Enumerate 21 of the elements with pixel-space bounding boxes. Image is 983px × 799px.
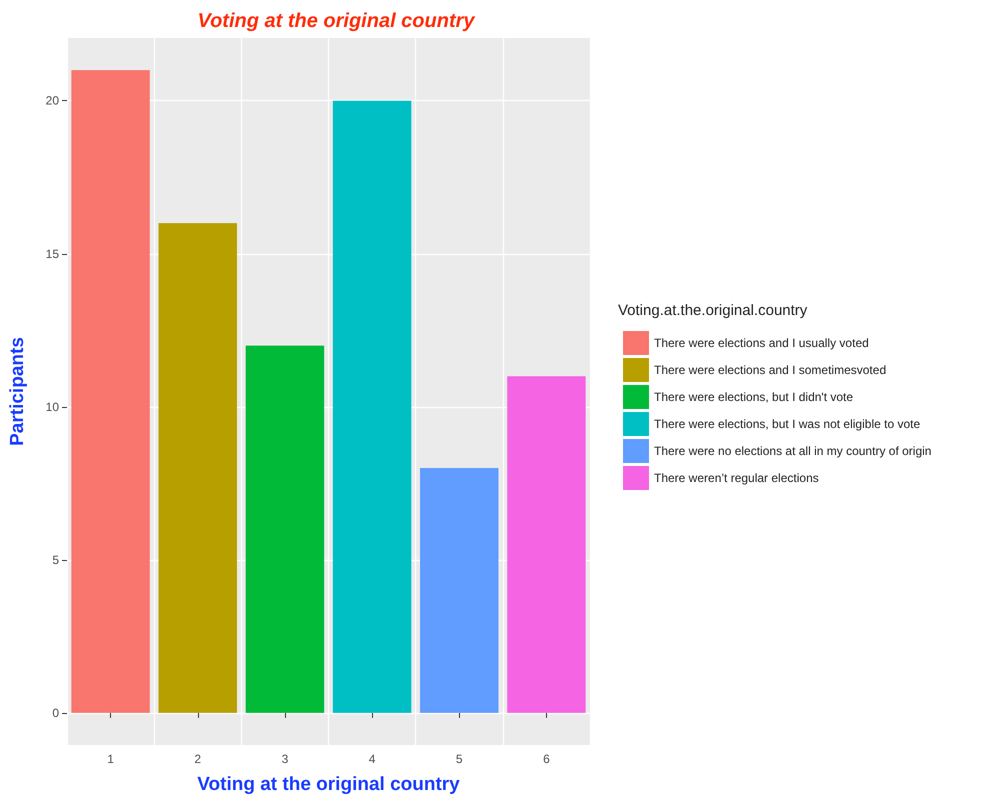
x-tick-label: 5	[456, 752, 463, 766]
legend-label: There were elections, but I didn't vote	[654, 390, 854, 404]
y-tick-label: 15	[46, 246, 60, 261]
legend-title: Voting.at.the.original.country	[618, 302, 808, 319]
legend-label: There weren’t regular elections	[654, 471, 819, 485]
y-tick-label: 20	[46, 94, 60, 108]
x-axis-title: Voting at the original country	[197, 774, 460, 795]
x-tick-label: 4	[368, 752, 376, 766]
legend-label: There were no elections at all in my country of origin	[654, 444, 932, 458]
legend-label: There were elections and I usually voted	[654, 336, 869, 350]
x-tick-label: 1	[107, 752, 114, 766]
x-tick-label: 6	[543, 752, 550, 766]
y-tick-label: 0	[52, 706, 60, 720]
legend-label: There were elections, but I was not eligible to vote	[654, 417, 920, 431]
x-tick-label: 3	[282, 752, 289, 766]
chart-title: Voting at the original country	[197, 10, 476, 32]
y-axis-title: Participants	[7, 337, 28, 446]
x-tick-label: 2	[194, 752, 202, 766]
y-tick-label: 5	[52, 552, 60, 567]
y-tick-label: 10	[46, 400, 60, 414]
legend-label: There were elections and I sometimesvoted	[654, 363, 886, 377]
